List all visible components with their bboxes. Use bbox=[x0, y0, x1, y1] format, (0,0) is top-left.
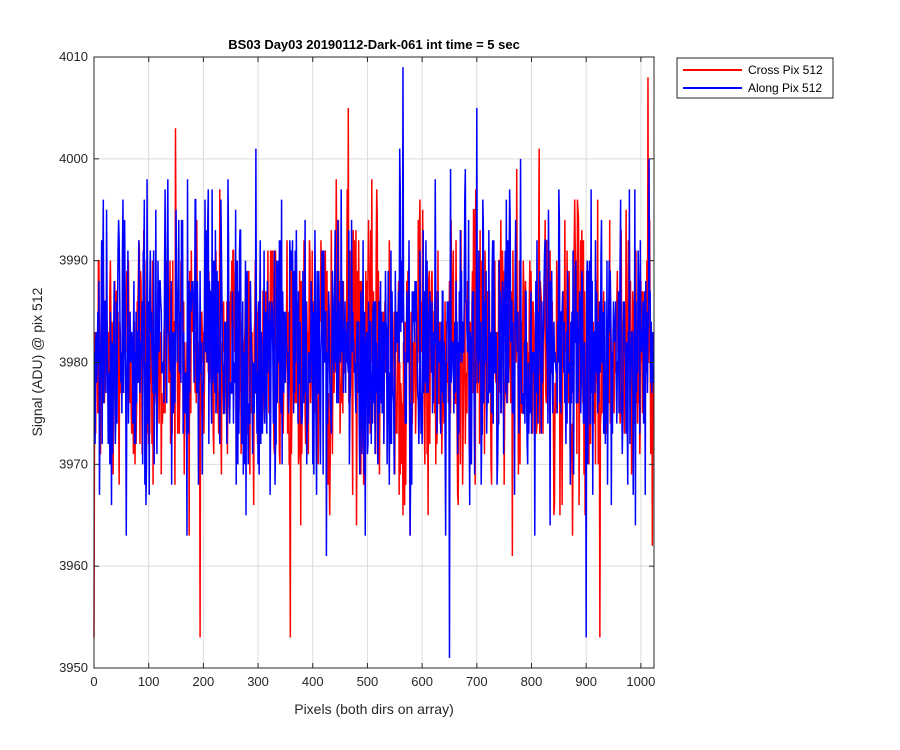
ticks: 0 100 200 300 400 500 600 700 800 900 1000 3950 3960… bbox=[59, 49, 655, 689]
y-tick-label: 3980 bbox=[59, 355, 88, 370]
y-tick-label: 3970 bbox=[59, 456, 88, 471]
y-tick-label: 4000 bbox=[59, 151, 88, 166]
series-line-along-pix-512 bbox=[93, 67, 655, 658]
legend-label-along: Along Pix 512 bbox=[748, 81, 822, 95]
x-tick-label: 300 bbox=[247, 674, 269, 689]
legend[interactable]: Cross Pix 512 Along Pix 512 bbox=[676, 57, 834, 99]
y-tick-label: 3950 bbox=[59, 660, 88, 675]
x-tick-label: 200 bbox=[193, 674, 215, 689]
chart-title: BS03 Day03 20190112-Dark-061 int time = … bbox=[228, 37, 520, 52]
x-tick-label: 100 bbox=[138, 674, 160, 689]
legend-box bbox=[676, 57, 834, 99]
x-axis-label: Pixels (both dirs on array) bbox=[294, 701, 454, 717]
y-tick-label: 3960 bbox=[59, 558, 88, 573]
y-tick-label: 4010 bbox=[59, 49, 88, 64]
y-axis-label: Signal (ADU) @ pix 512 bbox=[29, 287, 45, 436]
x-tick-label: 800 bbox=[521, 674, 543, 689]
x-tick-label: 1000 bbox=[626, 674, 655, 689]
x-tick-label: 500 bbox=[357, 674, 379, 689]
x-tick-label: 0 bbox=[90, 674, 97, 689]
series-layer bbox=[93, 67, 655, 658]
x-tick-label: 900 bbox=[575, 674, 597, 689]
plot-area: 0 100 200 300 400 500 600 700 800 900 1000 3950 3960… bbox=[59, 49, 655, 689]
legend-label-cross: Cross Pix 512 bbox=[748, 63, 823, 77]
x-tick-label: 700 bbox=[466, 674, 488, 689]
x-tick-label: 600 bbox=[411, 674, 433, 689]
y-tick-label: 3990 bbox=[59, 253, 88, 268]
x-tick-label: 400 bbox=[302, 674, 324, 689]
